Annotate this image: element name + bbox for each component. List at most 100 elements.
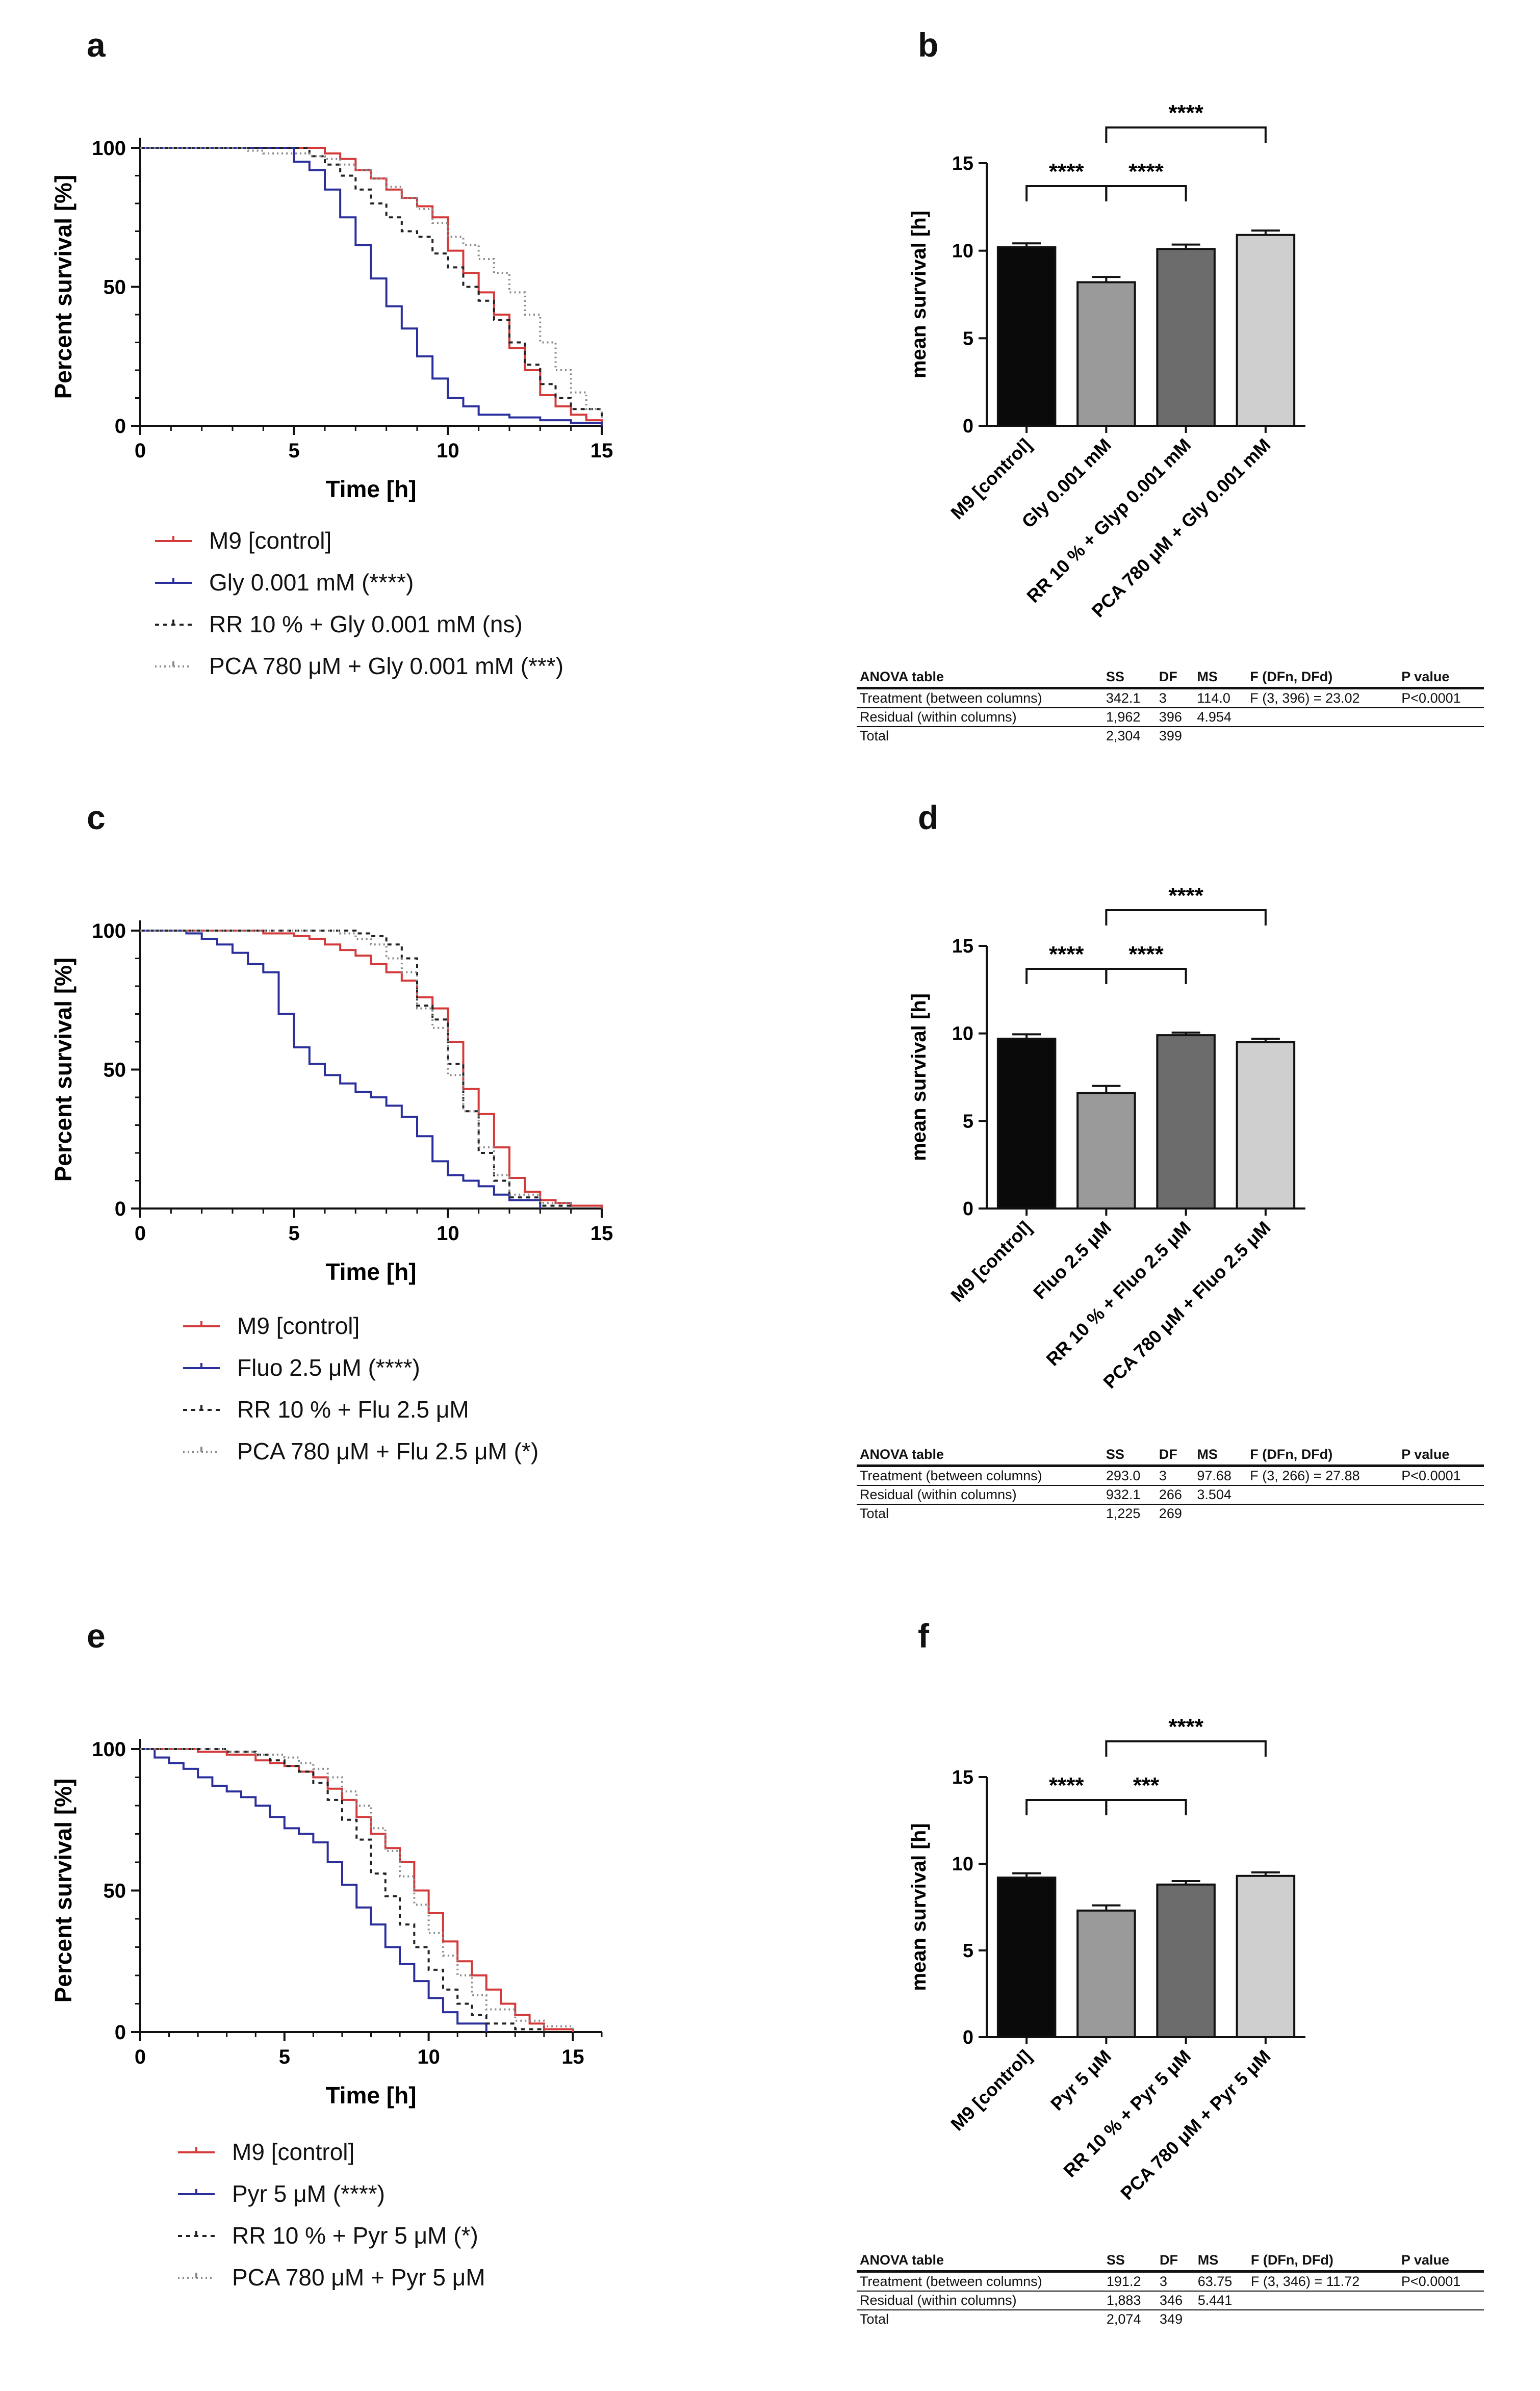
legend-label: PCA 780 μM + Gly 0.001 mM (***): [209, 653, 564, 679]
bar-3: [1156, 248, 1216, 427]
anova-cell: 3: [1156, 1466, 1194, 1486]
anova-table-b: ANOVA table SS DF MS F (DFn, DFd) P value Trea…: [857, 668, 1484, 745]
bar-1: [996, 1037, 1057, 1210]
significance-bracket: [1105, 185, 1187, 201]
anova-cell: Residual (within columns): [857, 2291, 1103, 2310]
survival-curve-4: [140, 1748, 574, 2032]
significance-bracket: [1105, 909, 1267, 925]
anova-header-cell: F (DFn, DFd): [1247, 1446, 1399, 1467]
anova-cell: [1398, 2291, 1484, 2310]
survival-curve-3: [140, 147, 603, 421]
legend-label: PCA 780 μM + Flu 2.5 μM (*): [237, 1438, 539, 1464]
anova-header-cell: ANOVA table: [857, 2251, 1103, 2273]
x-tick-label: PCA 780 μM + Pyr 5 μM: [1116, 2046, 1274, 2204]
y-tick-label: 0: [115, 1198, 126, 1220]
x-tick-label: RR 10 % + Fluo 2.5 μM: [1042, 1217, 1195, 1370]
y-tick-label: 100: [92, 137, 126, 160]
legend-label: Gly 0.001 mM (****): [209, 569, 414, 596]
bar-3: [1156, 1883, 1216, 2039]
legend-swatch: [183, 1405, 220, 1411]
anova-header-cell: F (DFn, DFd): [1247, 668, 1399, 689]
y-tick-label: 15: [952, 936, 973, 957]
x-tick-label: Pyr 5 μM: [1046, 2046, 1115, 2115]
anova-header-cell: SS: [1103, 2251, 1157, 2273]
x-tick-label: 15: [591, 440, 613, 462]
y-tick-label: 5: [963, 1111, 973, 1132]
x-tick-label: 5: [289, 440, 300, 462]
survival-curve-3: [140, 1748, 545, 2032]
anova-cell: P<0.0001: [1398, 2271, 1484, 2292]
significance-bracket: [1025, 968, 1108, 984]
anova-cell: [1398, 1485, 1484, 1505]
y-tick-label: 5: [963, 328, 973, 349]
legend-swatch: [155, 620, 192, 626]
anova-header-cell: DF: [1157, 2251, 1195, 2273]
anova-cell: 63.75: [1194, 2271, 1248, 2292]
anova-cell: 293.0: [1102, 1466, 1156, 1486]
significance-label: ****: [1168, 100, 1203, 125]
anova-cell: [1194, 727, 1247, 745]
survival-plot-a: 0 5 10 15 0 50 100 Time [h] Percent survival [%]: [50, 137, 613, 502]
anova-header-cell: DF: [1156, 668, 1194, 689]
legend-label: M9 [control]: [237, 1313, 360, 1339]
legend-swatch: [183, 1363, 220, 1369]
significance-label: ****: [1128, 942, 1164, 967]
bar-4: [1236, 1874, 1296, 2039]
significance-bracket: [1105, 126, 1267, 143]
anova-cell: 396: [1156, 708, 1194, 727]
x-axis-label: Time [h]: [325, 2082, 416, 2109]
legend-swatch: [183, 1447, 220, 1453]
anova-row: Total 1,225 269: [857, 1504, 1484, 1523]
panel-letter-b: b: [918, 26, 939, 64]
x-axis-label: Time [h]: [325, 476, 416, 502]
y-tick-label: 0: [963, 416, 973, 437]
anova-header-cell: SS: [1102, 668, 1156, 689]
anova-cell: Residual (within columns): [857, 1485, 1103, 1505]
x-tick-label: 0: [135, 440, 146, 462]
survival-curve-2: [140, 1748, 487, 2032]
anova-cell: Total: [860, 2311, 889, 2327]
legend-label: PCA 780 μM + Pyr 5 μM: [232, 2264, 485, 2291]
anova-cell: [1247, 708, 1399, 727]
significance-label: ****: [1168, 1714, 1203, 1739]
anova-cell: 4.954: [1194, 708, 1247, 727]
anova-row: Residual (within columns) 1,962 396 4.954: [857, 708, 1484, 727]
y-axis-label: Percent survival [%]: [50, 175, 76, 399]
y-axis-label: mean survival [h]: [908, 993, 930, 1161]
significance-label: ****: [1049, 1773, 1084, 1798]
y-tick-label: 50: [104, 1059, 126, 1082]
anova-table-f: ANOVA table SS DF MS F (DFn, DFd) P value Trea…: [857, 2251, 1484, 2328]
panel-letter-f: f: [918, 1617, 929, 1655]
survival-curve-3: [140, 930, 572, 1209]
anova-cell: [1398, 2310, 1484, 2328]
anova-cell: Total: [860, 728, 889, 743]
significance-label: ***: [1133, 1773, 1160, 1798]
anova-cell: [1398, 727, 1484, 745]
anova-header-cell: ANOVA table: [857, 668, 1103, 689]
x-tick-label: 0: [135, 1222, 146, 1245]
anova-row: Residual (within columns) 932.1 266 3.504: [857, 1485, 1484, 1505]
significance-label: ****: [1049, 942, 1084, 967]
legend-swatch: [178, 2147, 215, 2153]
anova-cell: Treatment (between columns): [857, 1466, 1103, 1486]
anova-header-cell: P value: [1398, 668, 1484, 689]
anova-header-cell: MS: [1194, 1446, 1247, 1467]
anova-row: Treatment (between columns) 293.0 3 97.68 F …: [857, 1466, 1484, 1486]
anova-row: Residual (within columns) 1,883 346 5.441: [857, 2291, 1484, 2310]
survival-curve-2: [140, 147, 603, 426]
legend-label: RR 10 % + Flu 2.5 μM: [237, 1396, 469, 1423]
y-tick-label: 100: [92, 1738, 126, 1761]
significance-label: ****: [1128, 159, 1164, 184]
anova-cell: 1,883: [1103, 2291, 1157, 2310]
x-tick-label: 15: [561, 2046, 584, 2068]
anova-cell: 1,225: [1106, 1506, 1141, 1521]
anova-cell: 3: [1157, 2271, 1195, 2292]
x-tick-label: M9 [control]: [946, 2046, 1036, 2135]
x-tick-label: M9 [control]: [946, 434, 1036, 524]
anova-table-d: ANOVA table SS DF MS F (DFn, DFd) P value Trea…: [857, 1446, 1484, 1523]
y-axis-label: Percent survival [%]: [50, 1779, 76, 2003]
significance-bracket: [1105, 1740, 1267, 1757]
x-tick-label: RR 10 % + Glyp 0.001 mM: [1022, 434, 1195, 607]
bar-plot-f: 0 5 10 15 mean survival [h] M9 [control] Pyr 5…: [908, 1714, 1305, 2204]
